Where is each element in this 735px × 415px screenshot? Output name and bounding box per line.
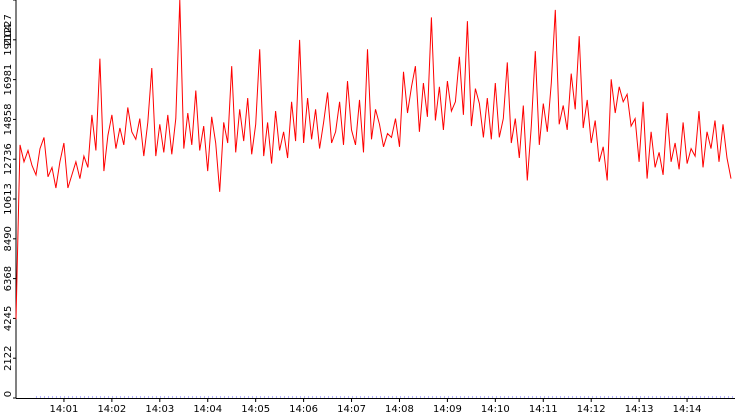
x-tick-label: 14:10	[481, 404, 510, 415]
x-tick-label: 14:02	[97, 404, 126, 415]
y-tick-label: 16981	[3, 64, 14, 96]
x-tick-label: 14:03	[145, 404, 174, 415]
plot-area	[15, 0, 735, 399]
y-tick-label: 14858	[3, 104, 14, 136]
y-tick-label: 0	[3, 391, 14, 397]
y-tick-label: 8490	[3, 226, 14, 251]
y-tick-label: 10613	[3, 183, 14, 215]
x-tick-label: 14:06	[289, 404, 318, 415]
x-tick-label: 14:08	[385, 404, 414, 415]
x-tick-label: 14:05	[241, 404, 270, 415]
series-line	[15, 0, 732, 320]
x-tick-label: 14:01	[50, 404, 79, 415]
y-tick-label: 12736	[3, 143, 14, 175]
x-tick-label: 14:07	[337, 404, 366, 415]
x-tick-label: 14:09	[433, 404, 462, 415]
series-group	[15, 0, 732, 320]
y-tick-label: 21227	[3, 14, 14, 46]
y-tick-label: 2122	[3, 345, 14, 370]
x-tick-label: 14:04	[193, 404, 222, 415]
y-tick-label: 6368	[3, 266, 14, 291]
x-tick-label: 14:13	[625, 404, 654, 415]
x-tick-label: 14:11	[529, 404, 558, 415]
y-tick-label: 19104	[3, 24, 14, 56]
x-axis-ticks: 14:01 14:02 14:03 14:04 14:05 14:06 14:07 14:08…	[50, 398, 702, 415]
y-tick-label: 4245	[3, 306, 14, 331]
x-tick-label: 14:14	[673, 404, 702, 415]
y-axis-tick-labels: 0 2122 4245 6368 8490 10613 12736 14858 16981 191…	[3, 0, 16, 399]
x-tick-label: 14:12	[577, 404, 606, 415]
